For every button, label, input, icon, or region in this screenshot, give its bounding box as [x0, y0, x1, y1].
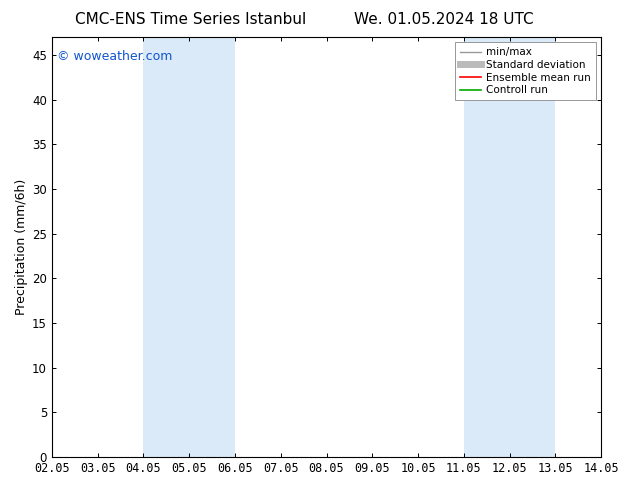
Bar [143, 37, 235, 457]
Text: © woweather.com: © woweather.com [58, 49, 173, 63]
Y-axis label: Precipitation (mm/6h): Precipitation (mm/6h) [15, 179, 28, 315]
Text: CMC-ENS Time Series Istanbul: CMC-ENS Time Series Istanbul [75, 12, 306, 27]
Legend: min/max, Standard deviation, Ensemble mean run, Controll run: min/max, Standard deviation, Ensemble me… [455, 42, 596, 100]
Bar [464, 37, 555, 457]
Text: We. 01.05.2024 18 UTC: We. 01.05.2024 18 UTC [354, 12, 534, 27]
